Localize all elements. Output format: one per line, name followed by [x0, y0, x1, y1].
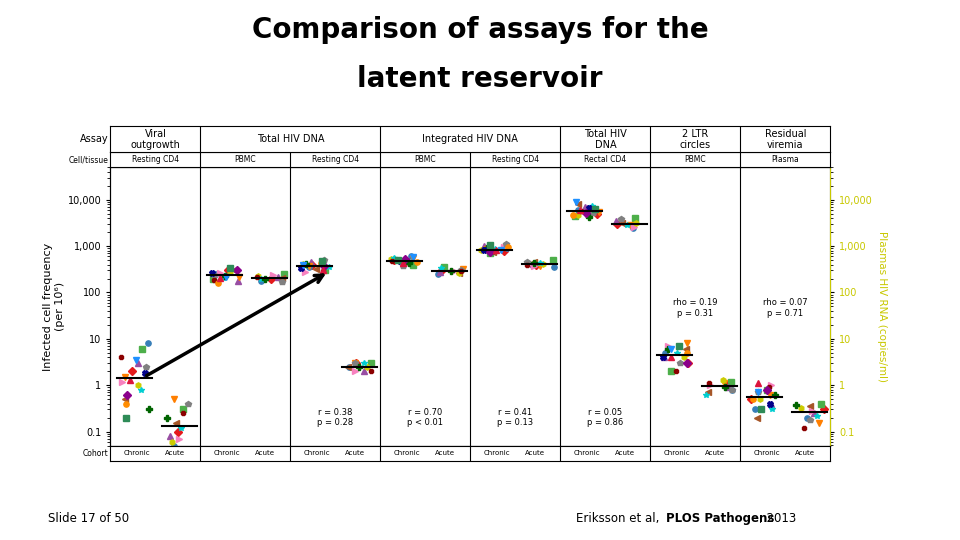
- Text: Integrated HIV DNA: Integrated HIV DNA: [422, 134, 518, 144]
- Text: Plasma: Plasma: [772, 156, 800, 164]
- Text: 2 LTR
circles: 2 LTR circles: [680, 129, 711, 150]
- Text: Acute: Acute: [346, 450, 365, 456]
- Text: Assay: Assay: [80, 134, 108, 144]
- Text: r = 0.70
p < 0.01: r = 0.70 p < 0.01: [407, 408, 444, 428]
- Text: Acute: Acute: [165, 450, 185, 456]
- Text: Acute: Acute: [615, 450, 636, 456]
- Text: Viral
outgrowth: Viral outgrowth: [131, 129, 180, 150]
- Text: Chronic: Chronic: [664, 450, 690, 456]
- Y-axis label: Infected cell frequency
(per 10⁶): Infected cell frequency (per 10⁶): [43, 242, 65, 370]
- Text: r = 0.05
p = 0.86: r = 0.05 p = 0.86: [588, 408, 624, 428]
- Text: PBMC: PBMC: [415, 156, 436, 164]
- Text: Total HIV DNA: Total HIV DNA: [256, 134, 324, 144]
- Text: PLOS Pathogens: PLOS Pathogens: [666, 512, 775, 525]
- FancyArrowPatch shape: [147, 275, 323, 376]
- Text: Chronic: Chronic: [395, 450, 420, 456]
- Text: Resting CD4: Resting CD4: [312, 156, 359, 164]
- Text: Eriksson et al,: Eriksson et al,: [576, 512, 663, 525]
- Text: Acute: Acute: [435, 450, 455, 456]
- Text: r = 0.38
p = 0.28: r = 0.38 p = 0.28: [318, 408, 353, 428]
- Y-axis label: Plasmas HIV RNA (copies/ml): Plasmas HIV RNA (copies/ml): [877, 231, 887, 382]
- Text: Resting CD4: Resting CD4: [132, 156, 179, 164]
- Text: latent reservoir: latent reservoir: [357, 65, 603, 93]
- Text: Comparison of assays for the: Comparison of assays for the: [252, 16, 708, 44]
- Text: , 2013: , 2013: [759, 512, 797, 525]
- Text: Acute: Acute: [525, 450, 545, 456]
- Text: Slide 17 of 50: Slide 17 of 50: [48, 512, 130, 525]
- Text: r = 0.41
p = 0.13: r = 0.41 p = 0.13: [497, 408, 534, 428]
- Text: PBMC: PBMC: [684, 156, 707, 164]
- Text: Chronic: Chronic: [755, 450, 780, 456]
- Text: Chronic: Chronic: [214, 450, 241, 456]
- Text: Cohort: Cohort: [83, 449, 108, 457]
- Text: PBMC: PBMC: [234, 156, 256, 164]
- Text: Acute: Acute: [706, 450, 725, 456]
- Text: Residual
viremia: Residual viremia: [765, 129, 806, 150]
- Text: Chronic: Chronic: [574, 450, 601, 456]
- Text: rho = 0.07
p = 0.71: rho = 0.07 p = 0.71: [763, 298, 807, 318]
- Text: rho = 0.19
p = 0.31: rho = 0.19 p = 0.31: [673, 298, 718, 318]
- Text: Chronic: Chronic: [484, 450, 511, 456]
- Text: Total HIV
DNA: Total HIV DNA: [584, 129, 627, 150]
- Text: Resting CD4: Resting CD4: [492, 156, 539, 164]
- Text: Chronic: Chronic: [304, 450, 330, 456]
- Text: Chronic: Chronic: [124, 450, 151, 456]
- Text: Acute: Acute: [255, 450, 276, 456]
- Text: Rectal CD4: Rectal CD4: [585, 156, 627, 164]
- Text: Acute: Acute: [795, 450, 815, 456]
- Text: Cell/tissue: Cell/tissue: [68, 156, 108, 164]
